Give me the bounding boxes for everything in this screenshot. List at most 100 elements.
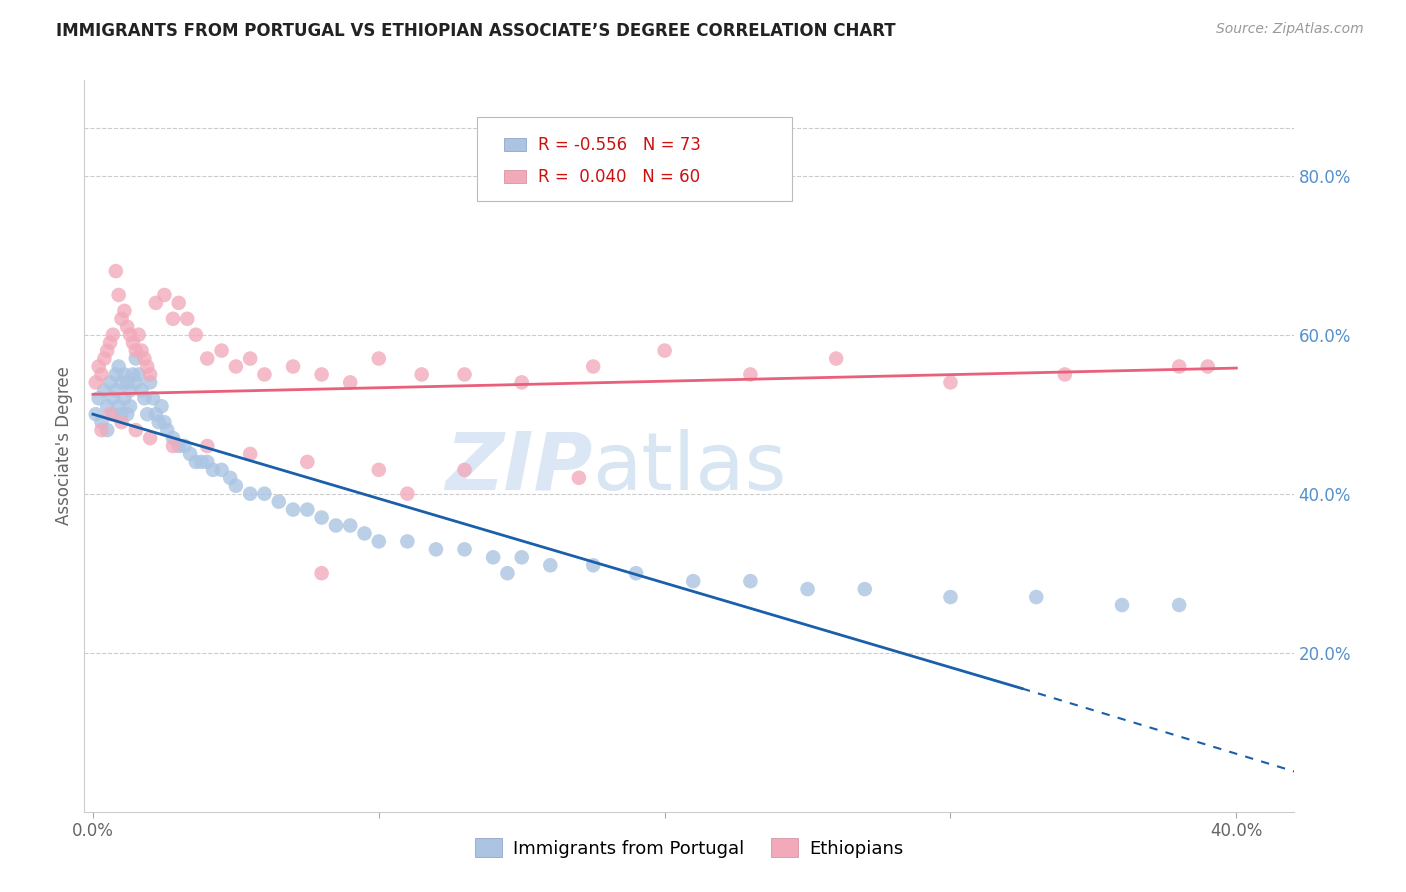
Point [825, 351, 848, 366]
Y-axis label: Associate's Degree: Associate's Degree [55, 367, 73, 525]
Point [145, 407, 167, 421]
Point [411, 368, 433, 382]
Point [136, 359, 159, 374]
Point [173, 439, 195, 453]
Point [281, 359, 304, 374]
Point [110, 376, 132, 390]
Point [225, 479, 247, 493]
Point [167, 439, 190, 453]
Point [853, 582, 876, 596]
Point [568, 471, 591, 485]
Point [510, 376, 533, 390]
Point [125, 351, 148, 366]
Point [201, 463, 224, 477]
Point [122, 335, 145, 350]
Point [225, 359, 247, 374]
Text: R =  0.040   N = 60: R = 0.040 N = 60 [538, 168, 700, 186]
Point [134, 351, 156, 366]
Point [125, 343, 148, 358]
Point [939, 376, 962, 390]
Point [128, 368, 150, 382]
Point [195, 439, 218, 453]
Point [128, 327, 150, 342]
Point [142, 392, 165, 406]
Point [195, 351, 218, 366]
Point [1197, 359, 1219, 374]
Point [115, 407, 138, 421]
Point [96, 399, 118, 413]
Point [740, 368, 762, 382]
Point [1168, 359, 1191, 374]
Point [115, 376, 138, 390]
Point [93, 351, 115, 366]
Point [239, 486, 262, 500]
Point [101, 392, 124, 406]
Point [796, 582, 818, 596]
Point [84, 376, 107, 390]
Point [167, 296, 190, 310]
Point [425, 542, 447, 557]
Point [131, 343, 153, 358]
Point [136, 407, 159, 421]
Point [107, 288, 129, 302]
Point [325, 518, 347, 533]
Point [93, 384, 115, 398]
Point [90, 423, 112, 437]
Point [131, 384, 153, 398]
Point [98, 407, 121, 421]
Point [110, 415, 132, 429]
Point [148, 415, 170, 429]
Point [582, 359, 605, 374]
Point [101, 327, 124, 342]
Text: atlas: atlas [592, 429, 786, 507]
Point [87, 392, 110, 406]
Point [311, 368, 333, 382]
Point [145, 296, 167, 310]
Point [139, 431, 162, 445]
Point [112, 368, 135, 382]
Point [239, 447, 262, 461]
Point [654, 343, 676, 358]
Point [134, 392, 156, 406]
Legend: Immigrants from Portugal, Ethiopians: Immigrants from Portugal, Ethiopians [468, 831, 910, 865]
Point [98, 376, 121, 390]
Point [510, 550, 533, 565]
Point [184, 327, 207, 342]
Point [496, 566, 519, 581]
Text: R = -0.556   N = 73: R = -0.556 N = 73 [538, 136, 700, 153]
Point [112, 303, 135, 318]
Point [87, 359, 110, 374]
Point [112, 392, 135, 406]
Point [339, 376, 361, 390]
Point [1053, 368, 1076, 382]
Point [353, 526, 375, 541]
Point [281, 502, 304, 516]
Point [311, 510, 333, 524]
Point [482, 550, 505, 565]
Point [125, 423, 148, 437]
Point [115, 319, 138, 334]
Point [98, 335, 121, 350]
Point [239, 351, 262, 366]
Point [153, 288, 176, 302]
Point [219, 471, 242, 485]
Point [90, 368, 112, 382]
Point [253, 368, 276, 382]
Point [84, 407, 107, 421]
Text: IMMIGRANTS FROM PORTUGAL VS ETHIOPIAN ASSOCIATE’S DEGREE CORRELATION CHART: IMMIGRANTS FROM PORTUGAL VS ETHIOPIAN AS… [56, 22, 896, 40]
Point [104, 368, 127, 382]
Point [538, 558, 561, 573]
Point [1168, 598, 1191, 612]
Point [682, 574, 704, 589]
Point [396, 534, 419, 549]
Point [125, 376, 148, 390]
Point [120, 327, 142, 342]
Point [624, 566, 647, 581]
Point [190, 455, 212, 469]
Point [453, 368, 475, 382]
Point [110, 407, 132, 421]
Point [367, 534, 389, 549]
Point [153, 415, 176, 429]
Point [297, 455, 319, 469]
Point [179, 447, 201, 461]
